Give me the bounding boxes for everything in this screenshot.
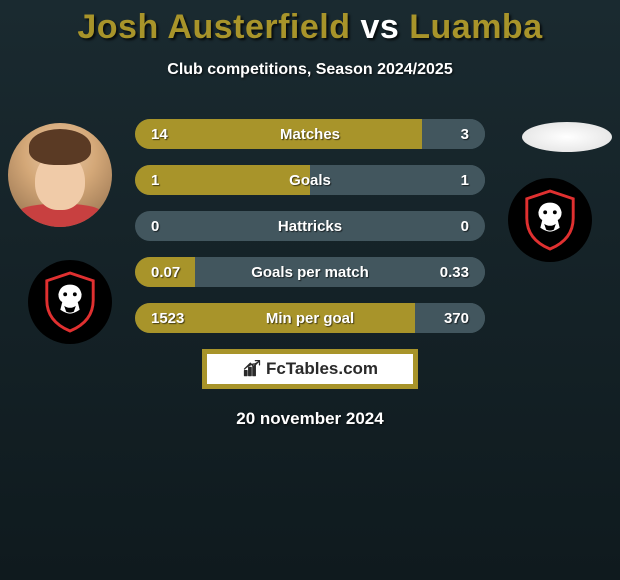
stats-container: 14 Matches 3 1 Goals 1 0 Hattricks 0 0.07 Goals pe… — [0, 119, 620, 333]
player2-name: Luamba — [409, 8, 542, 46]
stat-left-value: 1523 — [151, 310, 184, 327]
stat-label: Hattricks — [278, 218, 342, 235]
stat-left-value: 0 — [151, 218, 159, 235]
subtitle: Club competitions, Season 2024/2025 — [0, 61, 620, 79]
stat-left-value: 0.07 — [151, 264, 180, 281]
stat-label: Min per goal — [266, 310, 354, 327]
stat-row: 1523 Min per goal 370 — [135, 303, 485, 333]
stat-label: Goals per match — [251, 264, 369, 281]
stat-right-value: 370 — [444, 310, 469, 327]
comparison-title: Josh Austerfield vs Luamba — [0, 0, 620, 47]
stat-left-value: 1 — [151, 172, 159, 189]
stat-right-value: 1 — [461, 172, 469, 189]
stat-right-value: 0 — [461, 218, 469, 235]
stat-row: 0 Hattricks 0 — [135, 211, 485, 241]
player1-name: Josh Austerfield — [77, 8, 350, 46]
date: 20 november 2024 — [0, 409, 620, 429]
brand-box: FcTables.com — [202, 349, 418, 389]
stat-row: 14 Matches 3 — [135, 119, 485, 149]
brand-text: FcTables.com — [266, 359, 378, 379]
stat-label: Matches — [280, 126, 340, 143]
stat-label: Goals — [289, 172, 331, 189]
vs-text: vs — [360, 8, 399, 46]
stat-row: 0.07 Goals per match 0.33 — [135, 257, 485, 287]
stat-right-value: 0.33 — [440, 264, 469, 281]
stat-left-value: 14 — [151, 126, 168, 143]
stat-row: 1 Goals 1 — [135, 165, 485, 195]
brand-chart-icon — [242, 359, 262, 379]
stat-right-value: 3 — [461, 126, 469, 143]
